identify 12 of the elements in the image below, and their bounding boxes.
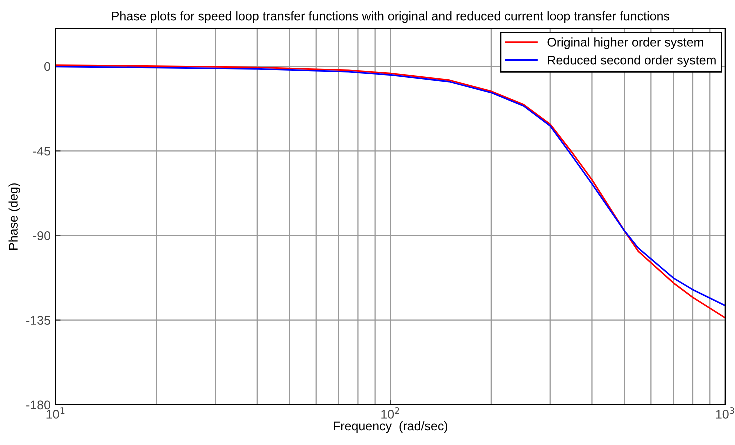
x-tick-label: 10$^{3}$ <box>716 407 734 419</box>
x-axis-title: Frequency (rad/sec) <box>334 421 448 434</box>
y-tick-label: 0 <box>44 62 51 72</box>
legend-label: Original higher order system <box>548 38 704 50</box>
legend-label: Reduced second order system <box>548 56 716 68</box>
y-axis-title: Phase (deg) <box>8 184 20 250</box>
x-tick-label: 10$^{2}$ <box>382 407 400 419</box>
y-tick-label: -90 <box>33 232 51 240</box>
y-tick-label: -135 <box>26 316 50 325</box>
chart-title: Phase plots for speed loop transfer functions with original and reduced current loop transfer functions <box>112 12 670 24</box>
y-tick-label: -45 <box>33 147 50 156</box>
y-tick-label: -180 <box>26 400 51 410</box>
